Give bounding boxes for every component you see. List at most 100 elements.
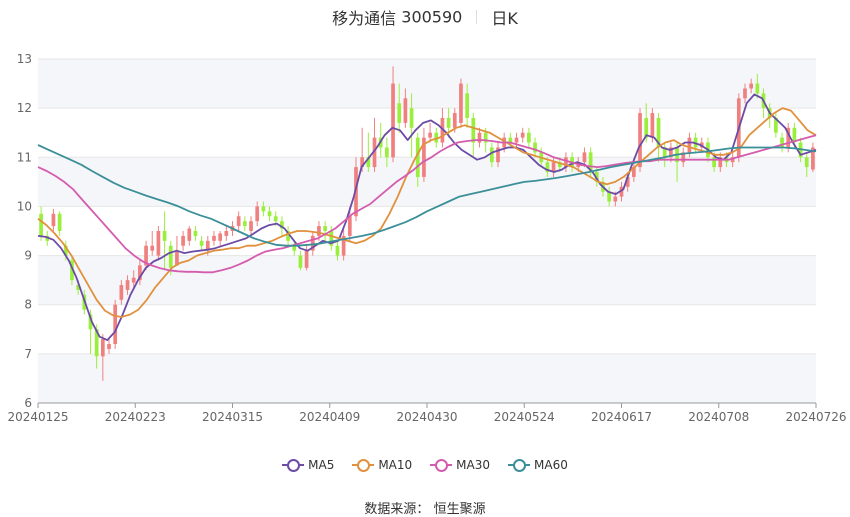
candle-body [125, 280, 130, 290]
candle-body [162, 231, 167, 241]
candle-body [341, 235, 346, 256]
candle-body [366, 157, 371, 168]
legend-item-ma60[interactable]: MA60 [508, 458, 568, 472]
y-tick-label: 7 [24, 347, 32, 361]
legend-item-ma30[interactable]: MA30 [430, 458, 490, 472]
candle-body [249, 221, 253, 231]
candle-body [428, 132, 432, 138]
candle-body [107, 344, 111, 349]
candle-body [63, 245, 68, 256]
candle-body [564, 157, 568, 168]
grid-band [38, 59, 816, 109]
candle-body [638, 113, 642, 168]
legend-item-ma10[interactable]: MA10 [352, 458, 412, 472]
legend-marker [430, 459, 453, 472]
x-tick-label: 20240223 [105, 410, 166, 424]
source-label: 数据来源： [364, 502, 430, 517]
candle-body [465, 93, 469, 118]
candle-body [205, 240, 210, 251]
series-line-ma10 [37, 107, 817, 318]
candle-body [193, 231, 198, 236]
candle-body [489, 147, 494, 163]
candle-body [304, 250, 309, 268]
y-tick-label: 13 [17, 52, 32, 66]
candle-body [385, 147, 389, 158]
candle-body [514, 137, 519, 143]
x-tick-label: 20240125 [7, 410, 68, 424]
candle-body [236, 216, 241, 227]
candle-body [520, 132, 525, 138]
candle-body [39, 213, 43, 236]
period-label: 日K [491, 9, 518, 28]
legend-dot [287, 459, 301, 472]
candle-body [588, 152, 593, 173]
series-line-ma5 [37, 93, 817, 342]
candle-body [57, 213, 62, 231]
candle-body [613, 196, 618, 202]
candle-body [310, 235, 315, 251]
candle-body [496, 147, 500, 163]
candle-body [557, 162, 562, 168]
candle-body [329, 231, 334, 246]
candle-body [317, 226, 321, 236]
candle-body [422, 137, 426, 177]
candle-body [51, 213, 56, 227]
chart-title: 移为通信 300590 日K [0, 5, 850, 29]
candle-body [218, 233, 223, 241]
candle-body [150, 245, 155, 251]
candle-body [644, 117, 649, 138]
candle-body [631, 167, 636, 177]
legend-item-ma5[interactable]: MA5 [282, 458, 334, 472]
x-tick-label: 20240617 [591, 410, 652, 424]
candle-body [749, 83, 754, 89]
candle-body [131, 277, 136, 283]
candle-body [755, 83, 760, 94]
candle-body [255, 206, 260, 222]
candle-body [242, 221, 247, 227]
candle-body [397, 103, 402, 123]
candle-body [718, 157, 723, 168]
x-tick-label: 20240409 [299, 410, 360, 424]
y-tick-label: 12 [17, 101, 32, 115]
candle-body [70, 260, 74, 281]
series-line-ma60 [37, 144, 817, 247]
candle-body [594, 172, 599, 182]
candle-body [280, 221, 284, 229]
y-tick-label: 8 [24, 298, 32, 312]
candle-body [687, 137, 692, 153]
stock-name: 移为通信 [332, 9, 397, 28]
candle-body [471, 117, 476, 143]
candle-body [286, 231, 290, 241]
candle-body [508, 137, 513, 143]
candle-body [360, 157, 365, 168]
candle-body [409, 108, 414, 128]
candle-body [212, 235, 216, 241]
chart-legend: MA5 MA10 MA30 MA60 [0, 458, 850, 472]
x-tick-label: 20240708 [688, 410, 749, 424]
legend-label: MA5 [308, 458, 335, 472]
candle-body [533, 142, 537, 153]
candle-body [786, 127, 791, 148]
candle-body [607, 191, 612, 202]
candle-body [446, 117, 451, 128]
candle-body [267, 211, 272, 217]
candle-body [712, 157, 716, 168]
candle-body [774, 117, 778, 133]
candle-body [403, 98, 408, 123]
legend-label: MA30 [456, 458, 491, 472]
candle-body [452, 113, 457, 128]
candle-body [625, 176, 630, 187]
legend-dot [435, 459, 449, 472]
candle-body [94, 329, 99, 357]
candle-body [76, 285, 80, 290]
candle-body [175, 250, 179, 266]
candle-body [681, 152, 686, 163]
data-source: 数据来源： 恒生聚源 [0, 498, 850, 517]
candle-body [434, 132, 439, 143]
candle-body [619, 186, 624, 197]
y-tick-label: 6 [24, 396, 32, 410]
candle-body [187, 228, 192, 241]
candle-body [335, 245, 340, 256]
y-tick-label: 11 [17, 150, 32, 164]
legend-label: MA60 [534, 458, 568, 472]
